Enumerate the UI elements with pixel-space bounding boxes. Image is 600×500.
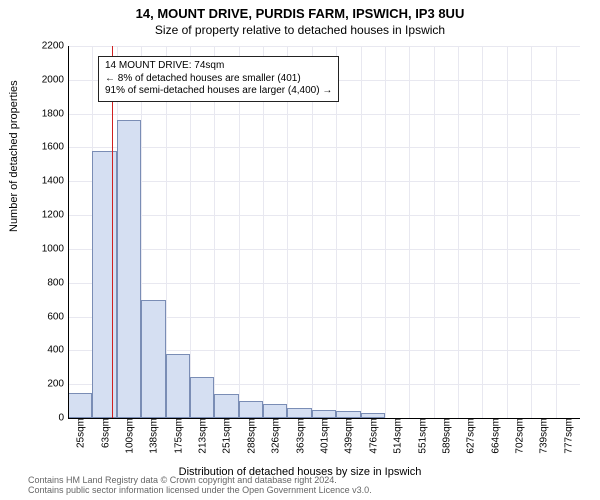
histogram-bar — [141, 300, 165, 418]
x-tick-label: 213sqm — [196, 418, 209, 454]
grid-line-v — [263, 46, 264, 418]
x-tick-label: 739sqm — [537, 418, 550, 454]
y-tick-label: 0 — [58, 413, 68, 424]
y-axis-line — [68, 46, 69, 418]
histogram-bar — [287, 408, 311, 418]
x-tick-label: 175sqm — [171, 418, 184, 454]
x-tick-label: 702sqm — [513, 418, 526, 454]
grid-line-v — [458, 46, 459, 418]
histogram-bar — [68, 393, 92, 418]
y-tick-label: 600 — [47, 311, 68, 322]
histogram-bar — [239, 401, 263, 418]
grid-line-v — [507, 46, 508, 418]
chart-container: 14, MOUNT DRIVE, PURDIS FARM, IPSWICH, I… — [0, 0, 600, 500]
property-marker-line — [112, 46, 114, 418]
x-axis-line — [68, 418, 580, 419]
y-tick-label: 1200 — [42, 210, 68, 221]
grid-line-h — [68, 181, 580, 182]
x-tick-label: 288sqm — [244, 418, 257, 454]
grid-line-h — [68, 46, 580, 47]
x-tick-label: 138sqm — [147, 418, 160, 454]
grid-line-h — [68, 215, 580, 216]
x-tick-label: 589sqm — [439, 418, 452, 454]
y-tick-label: 1400 — [42, 176, 68, 187]
chart-title-sub: Size of property relative to detached ho… — [0, 21, 600, 37]
annotation-line-3: 91% of semi-detached houses are larger (… — [105, 85, 332, 98]
grid-line-v — [482, 46, 483, 418]
x-tick-label: 476sqm — [366, 418, 379, 454]
histogram-bar — [312, 410, 336, 418]
grid-line-v — [190, 46, 191, 418]
grid-line-v — [556, 46, 557, 418]
x-tick-label: 777sqm — [561, 418, 574, 454]
histogram-bar — [336, 411, 360, 418]
x-tick-label: 514sqm — [391, 418, 404, 454]
y-tick-label: 2200 — [42, 41, 68, 52]
x-tick-label: 25sqm — [74, 418, 87, 448]
footer-attribution: Contains HM Land Registry data © Crown c… — [28, 476, 372, 496]
y-tick-label: 2000 — [42, 74, 68, 85]
x-tick-label: 439sqm — [342, 418, 355, 454]
y-tick-label: 800 — [47, 277, 68, 288]
grid-line-h — [68, 147, 580, 148]
x-tick-label: 551sqm — [415, 418, 428, 454]
chart-title-main: 14, MOUNT DRIVE, PURDIS FARM, IPSWICH, I… — [0, 0, 600, 21]
x-tick-label: 63sqm — [98, 418, 111, 448]
y-tick-label: 1000 — [42, 243, 68, 254]
annotation-line-2: ← 8% of detached houses are smaller (401… — [105, 73, 332, 86]
y-tick-label: 200 — [47, 379, 68, 390]
y-tick-label: 1800 — [42, 108, 68, 119]
grid-line-h — [68, 283, 580, 284]
grid-line-v — [336, 46, 337, 418]
annotation-line-1: 14 MOUNT DRIVE: 74sqm — [105, 60, 332, 73]
x-tick-label: 326sqm — [269, 418, 282, 454]
x-tick-label: 627sqm — [464, 418, 477, 454]
histogram-bar — [117, 120, 141, 418]
grid-line-h — [68, 249, 580, 250]
histogram-bar — [190, 377, 214, 418]
histogram-bar — [263, 404, 287, 418]
grid-line-v — [287, 46, 288, 418]
histogram-bar — [214, 394, 238, 418]
y-tick-label: 400 — [47, 345, 68, 356]
x-tick-label: 401sqm — [318, 418, 331, 454]
grid-line-v — [214, 46, 215, 418]
x-tick-label: 363sqm — [293, 418, 306, 454]
grid-line-h — [68, 114, 580, 115]
x-tick-label: 100sqm — [122, 418, 135, 454]
histogram-bar — [166, 354, 190, 418]
chart-plot-area: 0200400600800100012001400160018002000220… — [68, 46, 580, 418]
grid-line-v — [531, 46, 532, 418]
x-tick-label: 664sqm — [488, 418, 501, 454]
grid-line-v — [409, 46, 410, 418]
grid-line-v — [312, 46, 313, 418]
footer-line-2: Contains public sector information licen… — [28, 486, 372, 496]
grid-line-v — [239, 46, 240, 418]
y-tick-label: 1600 — [42, 142, 68, 153]
x-tick-label: 251sqm — [220, 418, 233, 454]
y-axis-label: Number of detached properties — [8, 80, 20, 232]
grid-line-v — [385, 46, 386, 418]
grid-line-v — [361, 46, 362, 418]
annotation-box: 14 MOUNT DRIVE: 74sqm← 8% of detached ho… — [98, 56, 339, 102]
grid-line-v — [434, 46, 435, 418]
